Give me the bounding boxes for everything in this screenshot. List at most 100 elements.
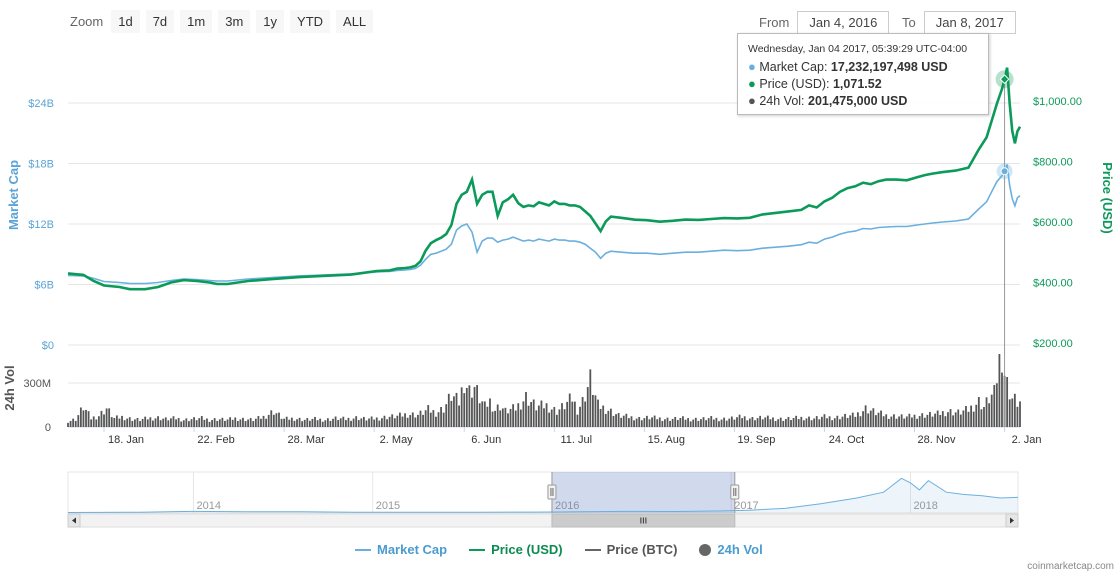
legend-item-market-cap[interactable]: Market Cap (355, 542, 447, 557)
volume-bar-259 (733, 419, 736, 427)
tooltip-row-price: ● Price (USD): 1,071.52 (748, 76, 882, 91)
volume-bar-298 (833, 418, 836, 427)
navigator-frame (67, 471, 1019, 514)
volume-bar-80 (272, 414, 275, 427)
volume-bar-196 (571, 401, 574, 427)
legend-item-volume[interactable]: 24h Vol (699, 542, 763, 557)
navigator-handle-1[interactable] (730, 484, 740, 500)
volume-bar-357 (985, 397, 988, 427)
range-to-input[interactable]: Jan 8, 2017 (923, 11, 1016, 34)
volume-bar-181 (532, 399, 535, 427)
volume-bar-161 (481, 401, 484, 427)
legend-price-btc-label: Price (BTC) (606, 542, 678, 557)
volume-bar-107 (342, 416, 345, 427)
volume-bar-290 (813, 418, 816, 427)
volume-bar-318 (885, 414, 888, 427)
volume-bar-31 (146, 419, 149, 427)
volume-bar-303 (846, 417, 849, 427)
volume-bar-121 (378, 420, 381, 427)
volume-bar-340 (941, 411, 944, 427)
volume-bar-99 (321, 421, 324, 427)
scrollbar-track[interactable] (67, 513, 1019, 528)
volume-bar-105 (337, 420, 340, 427)
legend-item-price-btc[interactable]: Price (BTC) (584, 542, 678, 557)
volume-bar-49 (193, 417, 195, 427)
zoom-all-button[interactable]: ALL (336, 10, 374, 33)
volume-bar-354 (977, 397, 980, 427)
tooltip-title: Wednesday, Jan 04 2017, 05:39:29 UTC-04:… (748, 43, 968, 55)
zoom-7d-button[interactable]: 7d (145, 10, 175, 33)
volume-bar-242 (689, 421, 692, 427)
volume-bar-26 (133, 419, 136, 427)
volume-bar-17 (110, 417, 113, 427)
volume-bar-78 (267, 414, 270, 427)
left-axis-tick-4: $24B (28, 98, 54, 110)
range-from-input[interactable]: Jan 4, 2016 (797, 11, 890, 34)
volume-bar-344 (952, 415, 955, 427)
legend: Market Cap Price (USD) Price (BTC) 24h V… (355, 542, 763, 557)
volume-bar-103 (332, 418, 334, 427)
volume-bar-28 (139, 421, 141, 427)
volume-bar-326 (905, 416, 908, 427)
volume-bar-267 (754, 420, 756, 427)
volume-bar-352 (972, 411, 975, 427)
volume-bar-37 (162, 418, 165, 427)
zoom-1y-button[interactable]: 1y (256, 10, 285, 33)
x-axis-tick-6: 15. Aug (648, 434, 685, 446)
volume-bar-118 (370, 416, 373, 427)
volume-bar-66 (236, 421, 239, 427)
scroll-right-icon (1010, 517, 1014, 524)
volume-bar-104 (334, 416, 337, 427)
volume-bar-198 (576, 414, 579, 427)
zoom-1d-button[interactable]: 1d (111, 10, 140, 33)
volume-bar-141 (429, 412, 432, 427)
right-axis-tick-1: $400.00 (1033, 278, 1073, 290)
volume-bar-233 (666, 417, 669, 427)
volume-bar-45 (182, 420, 185, 427)
volume-bar-110 (350, 420, 352, 427)
volume-bar-46 (185, 418, 188, 427)
volume-bar-331 (918, 416, 921, 427)
credit-link[interactable]: coinmarketcap.com (1027, 561, 1114, 572)
volume-bar-125 (388, 416, 391, 427)
volume-bar-111 (352, 418, 355, 427)
volume-bar-25 (131, 420, 134, 427)
volume-dot-icon: ● (748, 93, 756, 108)
zoom-3m-button[interactable]: 3m (218, 10, 251, 33)
navigator-handle-0[interactable] (547, 484, 557, 500)
volume-bar-346 (957, 409, 960, 427)
volume-bar-109 (347, 417, 350, 427)
volume-bar-0 (67, 422, 69, 427)
volume-bar-238 (679, 417, 682, 427)
volume-bar-271 (764, 417, 767, 427)
volume-bar-235 (671, 418, 674, 427)
volume-bar-284 (797, 419, 800, 427)
volume-bar-327 (908, 413, 911, 427)
volume-bar-332 (921, 413, 924, 427)
volume-bar-131 (404, 413, 406, 427)
tooltip-volume-value: 201,475,000 USD (808, 94, 908, 108)
zoom-1m-button[interactable]: 1m (180, 10, 213, 33)
volume-bar-188 (550, 409, 553, 427)
volume-bar-237 (676, 420, 679, 427)
volume-bar-139 (424, 410, 427, 427)
volume-bar-145 (440, 407, 442, 427)
volume-bar-225 (646, 415, 648, 427)
zoom-ytd-button[interactable]: YTD (290, 10, 331, 33)
volume-bar-369 (1016, 406, 1019, 427)
volume-bar-170 (504, 407, 507, 427)
volume-bar-277 (779, 417, 782, 427)
volume-bar-270 (761, 419, 764, 427)
volume-bar-29 (141, 418, 144, 427)
volume-bar-230 (658, 417, 661, 427)
volume-axis-tick-0: 0 (45, 422, 51, 434)
legend-item-price-usd[interactable]: Price (USD) (469, 542, 563, 557)
volume-bar-81 (275, 413, 278, 427)
volume-bar-79 (270, 410, 273, 427)
price-usd-line-icon (469, 548, 486, 551)
x-axis-tick-10: 2. Jan (1012, 434, 1042, 446)
volume-bar-144 (437, 412, 440, 427)
range-to-label: To (902, 15, 916, 30)
volume-bar-6 (82, 410, 85, 427)
volume-bar-323 (898, 416, 900, 427)
